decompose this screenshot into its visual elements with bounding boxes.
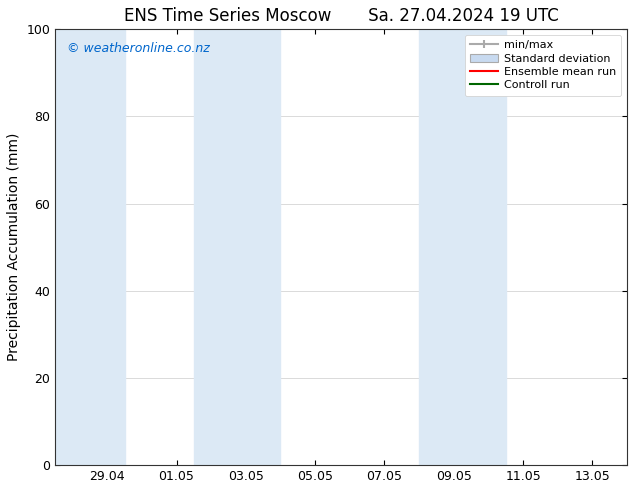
Title: ENS Time Series Moscow       Sa. 27.04.2024 19 UTC: ENS Time Series Moscow Sa. 27.04.2024 19… xyxy=(124,7,559,25)
Legend: min/max, Standard deviation, Ensemble mean run, Controll run: min/max, Standard deviation, Ensemble me… xyxy=(465,35,621,96)
Text: © weatheronline.co.nz: © weatheronline.co.nz xyxy=(67,42,209,55)
Bar xyxy=(194,29,280,465)
Bar xyxy=(55,29,124,465)
Bar xyxy=(419,29,506,465)
Y-axis label: Precipitation Accumulation (mm): Precipitation Accumulation (mm) xyxy=(7,133,21,362)
